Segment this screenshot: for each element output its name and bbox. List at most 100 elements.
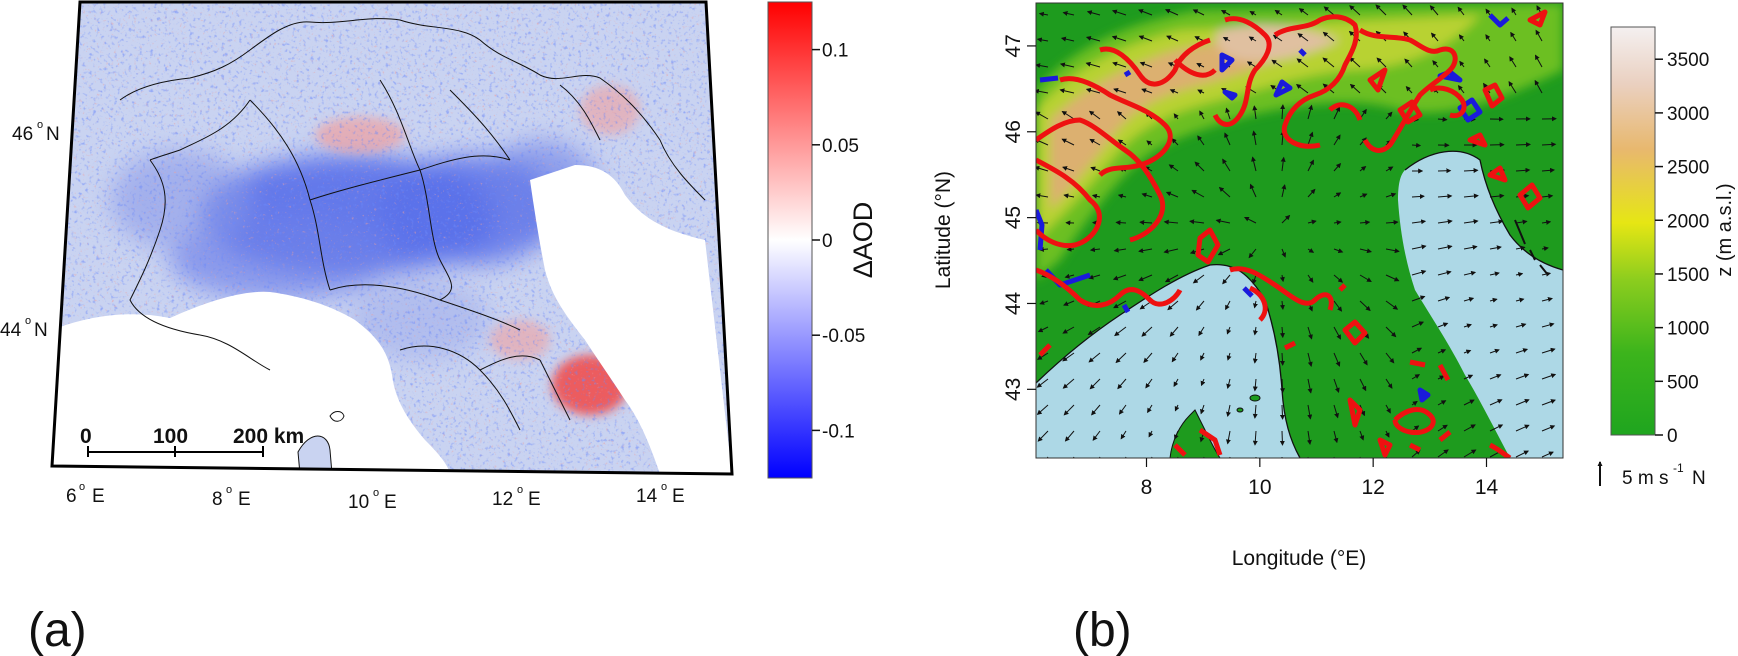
wind-arrow xyxy=(1088,352,1101,363)
wind-arrow xyxy=(1463,374,1474,380)
wind-arrow xyxy=(1226,326,1232,335)
wind-legend: 5 m s -1 N xyxy=(1597,461,1706,489)
wind-arrow xyxy=(1463,399,1475,406)
wind-arrow xyxy=(1279,300,1285,310)
wind-arrow xyxy=(1489,399,1503,406)
wind-arrow xyxy=(1437,219,1453,225)
y-tick-label: 44 xyxy=(1002,291,1025,315)
wind-arrow xyxy=(1060,36,1075,42)
small-island xyxy=(1236,407,1244,413)
wind-arrow xyxy=(1359,300,1371,312)
wind-arrow xyxy=(1173,113,1179,120)
wind-arrow xyxy=(1385,111,1393,120)
colorbar-b-title: z (m a.s.l.) xyxy=(1714,183,1736,276)
wind-arrow xyxy=(1463,168,1479,174)
wind-arrow xyxy=(1120,430,1127,440)
colorbar-b-tick-label: 1500 xyxy=(1667,265,1709,286)
wind-arrow xyxy=(1225,107,1231,120)
wind-arrow xyxy=(1066,246,1075,252)
lon-hemi: E xyxy=(92,486,105,507)
wind-arrow xyxy=(1192,274,1205,284)
wind-arrow xyxy=(1279,378,1285,394)
wind-arrow xyxy=(1430,32,1439,42)
wind-arrow xyxy=(1296,58,1309,68)
wind-arrow xyxy=(1405,86,1413,94)
wind-arrow xyxy=(1333,352,1341,367)
wind-arrow xyxy=(1092,430,1101,441)
wind-arrow xyxy=(1248,36,1257,42)
wind-arrow xyxy=(1085,87,1101,94)
wind-arrow xyxy=(1166,35,1179,42)
wind-arrow xyxy=(1138,274,1153,282)
wind-arrow xyxy=(1280,156,1286,172)
wind-arrow xyxy=(1147,404,1153,414)
wind-arrow xyxy=(1085,35,1101,42)
wind-arrow xyxy=(1411,193,1425,199)
wind-arrow xyxy=(1062,352,1075,362)
wind-arrow xyxy=(1307,159,1314,172)
wind-arrow xyxy=(1167,300,1179,311)
wind-arrow xyxy=(1541,399,1556,406)
wind-arrow xyxy=(1252,430,1258,446)
wind-arrow xyxy=(1141,88,1153,94)
wind-arrow xyxy=(1281,214,1291,224)
wind-arrow xyxy=(1252,378,1258,392)
wind-arrow xyxy=(1196,63,1205,68)
wind-arrow xyxy=(1457,6,1465,16)
wind-arrow xyxy=(1323,6,1335,16)
wind-arrow xyxy=(1515,142,1531,148)
wind-arrow xyxy=(1307,104,1313,120)
wind-arrow xyxy=(1138,248,1153,254)
wind-arrow xyxy=(1199,110,1205,120)
wind-arrow xyxy=(1515,272,1524,277)
wind-arrow xyxy=(1036,404,1049,415)
wind-arrow xyxy=(1252,404,1258,419)
wind-arrow xyxy=(1411,295,1426,302)
wind-arrow xyxy=(1385,219,1399,225)
wind-arrow xyxy=(1384,430,1390,438)
wind-arrow xyxy=(1463,449,1477,458)
wind-arrow xyxy=(1226,378,1232,389)
wind-arrow xyxy=(1333,404,1339,419)
lon-label-10: 10 o E xyxy=(348,487,397,513)
scalebar: 0 100 200 km xyxy=(80,425,304,457)
wind-arrow xyxy=(1112,274,1127,281)
wind-arrow xyxy=(1322,57,1335,68)
colorbar-b-tick-label: 3500 xyxy=(1667,50,1709,71)
wind-arrow xyxy=(1113,87,1127,94)
wind-arrow xyxy=(1146,140,1153,146)
wind-arrow xyxy=(1255,456,1257,458)
y-tick-label: 47 xyxy=(1002,34,1025,57)
wind-arrow xyxy=(1138,9,1153,16)
wind-arrow xyxy=(1385,378,1393,389)
wind-arrow xyxy=(1088,110,1101,120)
wind-arrow xyxy=(1062,326,1075,334)
wind-arrow xyxy=(1359,248,1372,254)
wind-arrow xyxy=(1164,9,1179,16)
wind-arrow xyxy=(1541,322,1555,328)
wind-arrow xyxy=(1203,456,1205,458)
wind-arrow xyxy=(1463,424,1476,432)
wind-arrow xyxy=(1437,270,1452,276)
wind-arrow xyxy=(1141,326,1153,337)
wind-arrow xyxy=(1402,4,1413,16)
wind-arrow xyxy=(1272,34,1283,42)
wind-arrow xyxy=(1515,245,1526,251)
wind-arrow xyxy=(1463,297,1475,302)
wind-arrow xyxy=(1541,246,1549,252)
wind-arrow xyxy=(1458,34,1465,42)
wind-arrow xyxy=(1404,58,1413,68)
wind-arrow xyxy=(1036,378,1049,388)
y-axis-label: Latitude (°N) xyxy=(932,171,955,289)
wind-arrow xyxy=(1063,300,1075,306)
wind-legend-text: 5 m s xyxy=(1622,468,1668,489)
wind-legend-exp: -1 xyxy=(1673,461,1684,475)
wind-arrow xyxy=(1437,400,1447,406)
lon-hemi: E xyxy=(672,486,685,507)
wind-arrow xyxy=(1163,248,1179,254)
wind-arrow xyxy=(1463,349,1472,355)
lon-deg: 10 xyxy=(348,492,369,513)
wind-arrow xyxy=(1059,88,1075,94)
wind-arrow xyxy=(1217,248,1231,256)
wind-arrow xyxy=(1385,192,1397,198)
